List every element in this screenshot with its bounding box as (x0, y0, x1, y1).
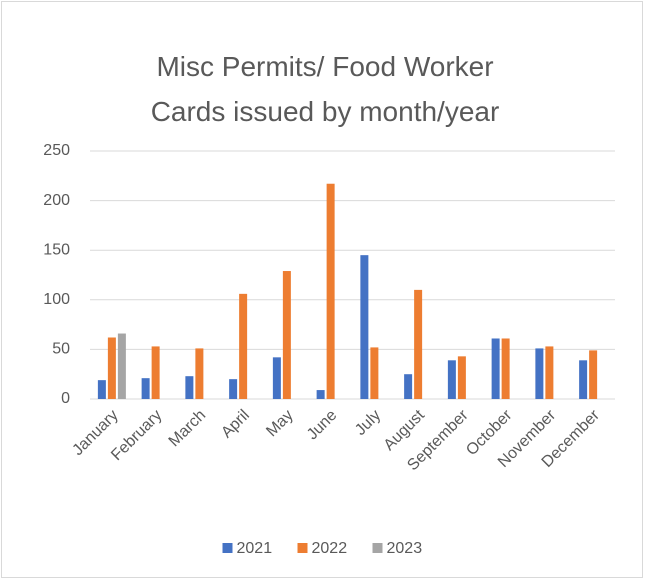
bar (545, 346, 554, 399)
bar (404, 374, 413, 399)
bar (414, 289, 423, 399)
bar (195, 348, 204, 399)
bar (97, 380, 106, 399)
y-tick-label: 150 (43, 241, 70, 258)
y-tick-label: 200 (43, 192, 70, 209)
bar (370, 347, 379, 399)
bar (535, 348, 544, 399)
y-tick-label: 0 (61, 390, 70, 407)
bar (282, 271, 291, 399)
bar (316, 390, 325, 399)
bar (579, 360, 588, 399)
legend-label: 2023 (387, 540, 423, 557)
bar (117, 333, 126, 399)
y-tick-label: 50 (52, 341, 70, 358)
bar (151, 346, 160, 399)
chart-border (1, 1, 643, 578)
bar (229, 379, 238, 399)
bar (185, 376, 194, 399)
bar (141, 378, 150, 399)
bar (491, 338, 500, 399)
bar (501, 338, 510, 399)
legend-swatch (297, 543, 308, 553)
bar (360, 255, 369, 399)
bar (457, 356, 466, 399)
bar (326, 183, 335, 399)
bar (447, 360, 456, 399)
y-tick-label: 100 (43, 291, 70, 308)
legend-swatch (222, 543, 233, 553)
bar (107, 337, 116, 399)
y-tick-label: 250 (43, 142, 70, 159)
legend-label: 2022 (312, 540, 348, 557)
legend-swatch (372, 543, 383, 553)
chart-title: Misc Permits/ Food Worker Cards issued b… (150, 51, 500, 127)
bar (239, 293, 248, 399)
bar (589, 350, 598, 399)
legend-label: 2021 (237, 540, 273, 557)
bar (272, 357, 281, 399)
